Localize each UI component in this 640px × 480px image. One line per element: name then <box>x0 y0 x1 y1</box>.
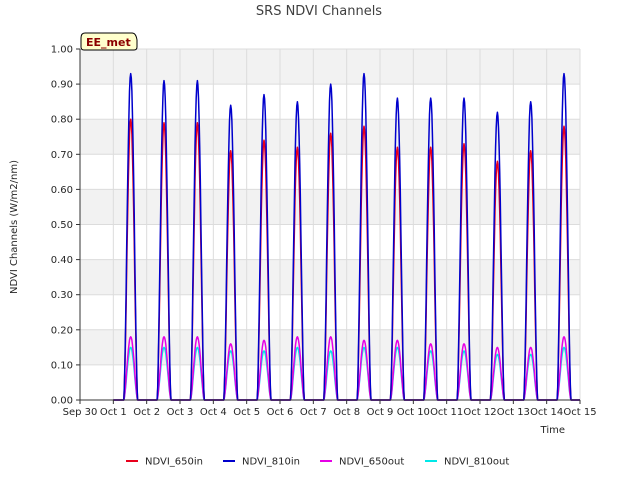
x-tick-label: Oct 1 <box>100 407 127 418</box>
y-tick-label: 0.20 <box>51 325 73 336</box>
y-tick-label: 0.60 <box>51 185 73 196</box>
y-tick-label: 0.10 <box>51 360 73 371</box>
x-axis-title: Time <box>540 425 565 436</box>
x-tick-label: Oct 8 <box>333 407 360 418</box>
y-tick-label: 1.00 <box>51 45 73 56</box>
x-tick-label: Oct 5 <box>233 407 260 418</box>
y-tick-labels: 0.00 0.10 0.20 0.30 0.40 0.50 0.60 0.70 0.80 0.90… <box>51 45 80 407</box>
y-tick-label: 0.70 <box>51 150 73 161</box>
x-tick-label: Oct 11 <box>430 407 463 418</box>
plot-band <box>80 259 580 295</box>
y-tick-label: 0.00 <box>51 396 73 407</box>
x-tick-label: Oct 12 <box>463 407 496 418</box>
station-badge: EE_met <box>80 32 138 51</box>
x-tick-labels: Sep 30 Oct 1 Oct 2 Oct 3 Oct 4 Oct 5 Oct 6 Oct … <box>63 400 597 418</box>
legend-label: NDVI_810in <box>242 457 300 468</box>
y-tick-label: 0.50 <box>51 220 73 231</box>
x-tick-label: Oct 14 <box>530 407 563 418</box>
station-badge-text: EE_met <box>86 36 131 49</box>
chart-title: SRS NDVI Channels <box>256 4 382 19</box>
plot-band <box>80 329 580 365</box>
x-tick-label: Oct 7 <box>300 407 327 418</box>
y-tick-label: 0.40 <box>51 255 73 266</box>
plot-band <box>80 189 580 225</box>
legend-label: NDVI_810out <box>444 457 509 468</box>
x-tick-label: Oct 15 <box>563 407 596 418</box>
x-tick-label: Oct 2 <box>133 407 160 418</box>
y-axis-title: NDVI Channels (W/m2/nm) <box>9 160 20 294</box>
x-tick-label: Oct 10 <box>397 407 430 418</box>
plot-band <box>80 49 580 85</box>
x-tick-label: Oct 4 <box>200 407 227 418</box>
legend-label: NDVI_650out <box>339 457 404 468</box>
x-tick-label: Oct 3 <box>167 407 194 418</box>
y-tick-label: 0.30 <box>51 290 73 301</box>
y-tick-label: 0.90 <box>51 80 73 91</box>
legend: NDVI_650in NDVI_810in NDVI_650out NDVI_810o… <box>126 457 509 468</box>
x-tick-label: Sep 30 <box>63 407 98 418</box>
x-tick-label: Oct 9 <box>367 407 394 418</box>
x-tick-label: Oct 6 <box>267 407 294 418</box>
grid-lines <box>79 48 581 401</box>
y-tick-label: 0.80 <box>51 115 73 126</box>
legend-label: NDVI_650in <box>145 457 203 468</box>
x-tick-label: Oct 13 <box>497 407 530 418</box>
